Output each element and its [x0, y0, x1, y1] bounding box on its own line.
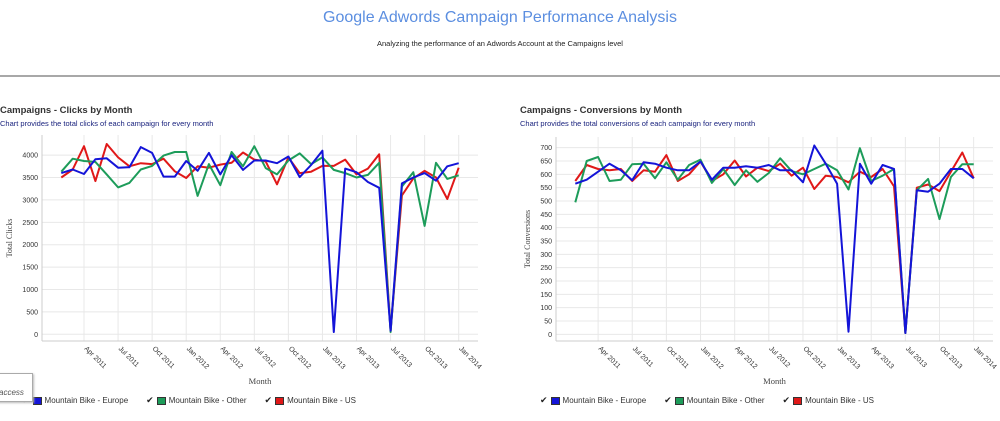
- y-tick-label: 3500: [22, 175, 38, 182]
- legend-item-us[interactable]: ✔ Mountain Bike - US: [783, 395, 874, 406]
- checkbox-icon[interactable]: ✔: [540, 395, 548, 405]
- y-tick-label: 450: [540, 212, 552, 219]
- series-line-mountain-bike-us: [574, 151, 975, 334]
- y-tick-label: 500: [540, 199, 552, 206]
- legend-label: Mountain Bike - Other: [168, 396, 247, 405]
- x-tick-label: Apr 2013: [870, 345, 895, 370]
- y-tick-label: 100: [540, 305, 552, 312]
- y-tick-label: 4000: [22, 153, 38, 160]
- y-tick-label: 2500: [22, 220, 38, 227]
- legend-label: Mountain Bike - US: [805, 396, 874, 405]
- y-tick-label: 2000: [22, 242, 38, 249]
- legend-item-europe[interactable]: ✔Mountain Bike - Europe: [22, 395, 128, 406]
- y-tick-label: 300: [540, 252, 552, 259]
- swatch: [32, 396, 42, 405]
- tooltip-text: access: [0, 388, 24, 397]
- legend-item-other[interactable]: ✔ Mountain Bike - Other: [146, 395, 246, 406]
- swatch: [275, 396, 285, 405]
- y-tick-label: 700: [540, 145, 552, 152]
- y-axis-label: Total Clicks: [5, 219, 14, 258]
- page-subtitle: Analyzing the performance of an Adwords …: [377, 39, 623, 48]
- x-tick-label: Apr 2011: [597, 345, 622, 370]
- y-tick-label: 1000: [22, 287, 38, 294]
- y-tick-label: 550: [540, 185, 552, 192]
- x-tick-label: Apr 2012: [733, 345, 758, 370]
- conversions-legend: ✔ Mountain Bike - Europe ✔ Mountain Bike -…: [540, 395, 874, 406]
- page-title: Google Adwords Campaign Performance Anal…: [323, 9, 677, 26]
- divider: [0, 75, 1000, 77]
- y-tick-label: 50: [544, 319, 552, 326]
- y-tick-label: 150: [540, 292, 552, 299]
- y-tick-label: 350: [540, 239, 552, 246]
- legend-item-other[interactable]: ✔ Mountain Bike - Other: [664, 395, 764, 406]
- y-tick-label: 250: [540, 265, 552, 272]
- legend-label: Mountain Bike - Other: [686, 396, 765, 405]
- x-tick-label: Jan 2014: [972, 345, 997, 370]
- swatch: [550, 396, 560, 405]
- legend-label: Mountain Bike - Europe: [44, 396, 129, 405]
- swatch: [793, 396, 803, 405]
- x-axis-label: Month: [763, 376, 786, 386]
- x-tick-label: Oct 2013: [938, 345, 963, 370]
- x-tick-label: Jul 2011: [631, 345, 654, 368]
- x-tick-label: Oct 2012: [802, 345, 827, 370]
- y-tick-label: 200: [540, 279, 552, 286]
- series-line-mountain-bike-europe: [574, 144, 975, 334]
- checkbox-icon[interactable]: ✔: [264, 395, 273, 405]
- y-tick-label: 0: [548, 332, 552, 339]
- chart-subtitle: Chart provides the total conversions of …: [520, 119, 756, 128]
- x-tick-label: Jan 2013: [836, 345, 861, 370]
- legend-label: Mountain Bike - Europe: [562, 396, 647, 405]
- checkbox-icon[interactable]: ✔: [664, 395, 672, 405]
- y-tick-label: 650: [540, 159, 552, 166]
- chart-subtitle: Chart provides the total clicks of each …: [0, 119, 214, 128]
- legend-item-us[interactable]: ✔ Mountain Bike - US: [265, 395, 356, 406]
- legend-item-europe[interactable]: ✔ Mountain Bike - Europe: [540, 395, 646, 406]
- y-tick-label: 1500: [22, 265, 38, 272]
- chart-title: Campaigns - Conversions by Month: [520, 105, 683, 116]
- clicks-legend: ✔Mountain Bike - Europe ✔Mountain Bike -…: [22, 395, 356, 406]
- x-tick-label: Oct 2011: [665, 345, 690, 370]
- checkbox-icon[interactable]: ✔: [146, 395, 154, 405]
- x-axis-label: Month: [249, 376, 272, 386]
- x-tick-label: Jul 2012: [767, 345, 791, 369]
- legend-label: Mountain Bike - US: [287, 396, 356, 405]
- x-tick-label: Jan 2012: [699, 345, 724, 370]
- y-tick-label: 500: [26, 309, 38, 316]
- chart-title: Campaigns - Clicks by Month: [0, 105, 133, 116]
- series-line-mountain-bike-europe: [60, 146, 459, 333]
- y-tick-label: 400: [540, 225, 552, 232]
- x-tick-label: Jul 2013: [904, 345, 928, 369]
- y-tick-label: 600: [540, 172, 552, 179]
- swatch: [156, 396, 166, 405]
- y-tick-label: 0: [34, 332, 38, 339]
- y-axis-label: Total Conversions: [523, 210, 532, 268]
- checkbox-icon[interactable]: ✔: [782, 395, 791, 405]
- swatch: [674, 396, 684, 405]
- y-tick-label: 3000: [22, 197, 38, 204]
- tooltip: access: [0, 373, 33, 402]
